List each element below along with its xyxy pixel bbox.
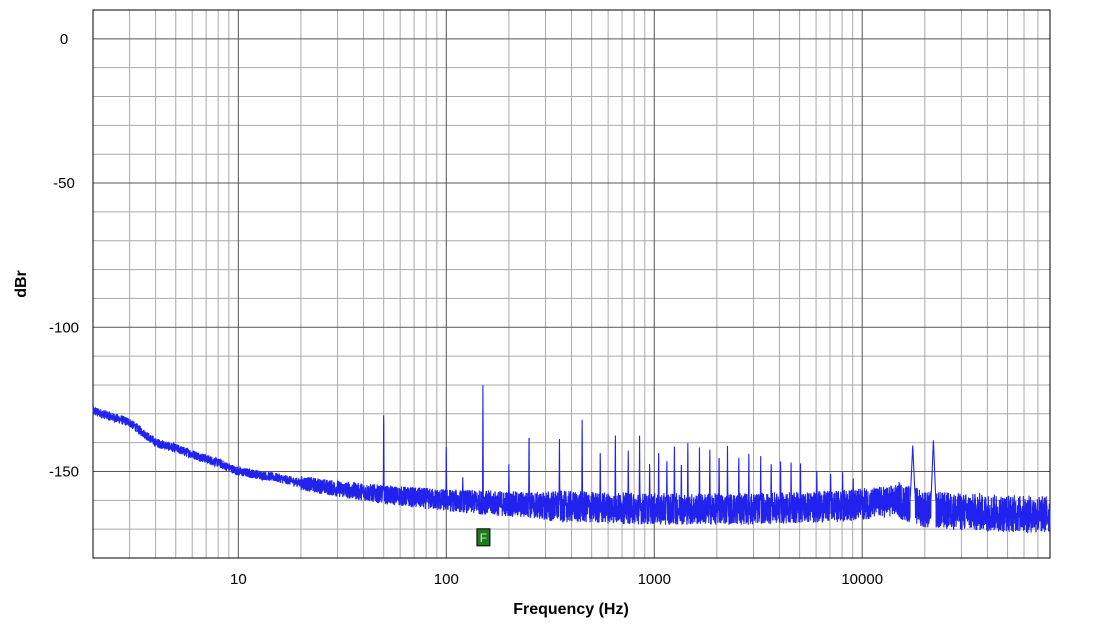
marker-label: F (480, 531, 487, 545)
y-axis-ticks: 0 -50 -100 -150 (49, 31, 79, 481)
spectrum-series-line (92, 385, 1051, 534)
y-tick-label: -100 (49, 319, 79, 336)
x-tick-label: 10000 (841, 571, 883, 588)
marker-layer: F (476, 528, 491, 547)
minor-gridlines (92, 10, 1051, 558)
x-tick-label: 10 (230, 571, 247, 588)
plot-frame (92, 9, 1051, 559)
x-axis-title: Frequency (Hz) (513, 601, 629, 618)
x-tick-label: 1000 (638, 571, 671, 588)
series-layer (92, 385, 1051, 534)
x-tick-label: 100 (434, 571, 459, 588)
frequency-marker: F (476, 528, 491, 547)
x-axis-ticks: 10 100 1000 10000 (230, 571, 883, 588)
y-tick-label: 0 (60, 31, 68, 48)
y-axis-title: dBr (13, 270, 30, 298)
y-tick-label: -50 (53, 175, 75, 192)
marker-box (476, 528, 491, 547)
y-tick-label: -150 (49, 463, 79, 480)
